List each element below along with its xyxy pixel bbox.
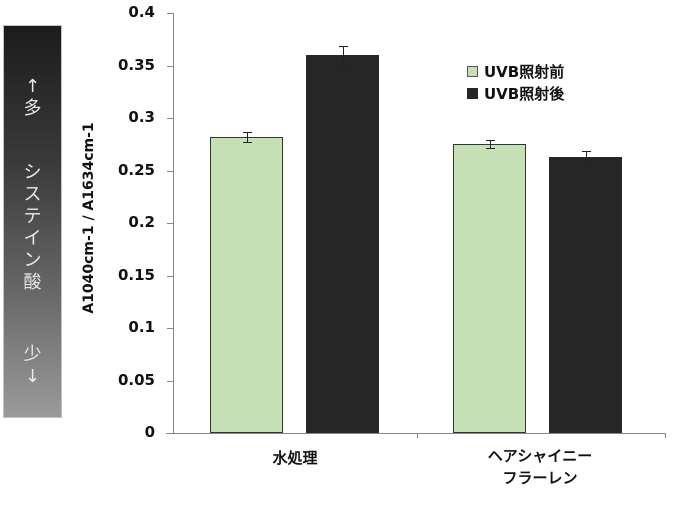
y-tick-label: 0.3 (128, 108, 155, 126)
y-tick-label: 0.2 (128, 213, 155, 231)
legend-item-before: UVB照射前 (467, 61, 564, 82)
y-tick-mark (167, 118, 173, 119)
y-tick-label: 0.25 (117, 160, 155, 179)
legend-label-after: UVB照射後 (484, 85, 565, 103)
category-label-line: フラーレン (502, 469, 578, 487)
legend-item-after: UVB照射後 (467, 83, 564, 104)
error-bar (246, 131, 248, 143)
y-tick-mark (167, 380, 173, 382)
bar-after-1 (549, 156, 622, 433)
cysteic-acid-gradient-panel: ↑ 多 シ ス テ イ ン 酸 少 ↓ (3, 25, 62, 418)
bar-before-1 (453, 144, 526, 433)
y-tick-mark (167, 170, 173, 172)
less-label: 少 ↓ (23, 344, 42, 387)
y-tick-label: 0.4 (128, 3, 155, 21)
category-label-water: 水処理 (225, 447, 365, 469)
x-axis-line (166, 433, 666, 434)
category-label-line: 水処理 (272, 449, 318, 467)
error-bar (342, 45, 344, 65)
error-bar-cap (485, 148, 495, 150)
error-bar-cap (581, 163, 591, 165)
x-axis-tick (665, 433, 666, 438)
error-bar-cap (485, 140, 495, 142)
bar-after-0 (306, 55, 379, 433)
y-tick-mark (167, 275, 173, 277)
y-tick-label: 0.15 (117, 265, 155, 284)
error-bar-cap (242, 142, 252, 144)
cysteic-acid-label: シ ス テ イ ン 酸 (23, 162, 42, 293)
y-tick-label: 0.1 (128, 318, 155, 336)
y-tick-mark (167, 223, 173, 224)
error-bar-cap (581, 150, 591, 152)
y-tick-label: 0.05 (117, 370, 155, 389)
bar-before-0 (210, 136, 283, 433)
y-tick-mark (167, 65, 173, 67)
error-bar (489, 140, 491, 149)
y-tick-mark (167, 13, 173, 14)
x-axis-tick (417, 433, 418, 438)
y-axis-line (173, 13, 174, 434)
category-label-line: ヘアシャイニー (487, 447, 593, 465)
error-bar-cap (338, 45, 348, 47)
error-bar-cap (338, 64, 348, 66)
y-tick-mark (167, 328, 173, 329)
legend-swatch-after (467, 88, 478, 99)
category-label-fullerene: ヘアシャイニー フラーレン (440, 445, 640, 489)
legend-swatch-before (467, 66, 478, 77)
more-label: ↑ 多 (23, 76, 42, 119)
y-tick-label: 0 (144, 423, 155, 441)
error-bar-cap (242, 131, 252, 133)
error-bar (585, 150, 587, 164)
legend-label-before: UVB照射前 (484, 63, 565, 81)
y-tick-label: 0.35 (117, 55, 155, 74)
